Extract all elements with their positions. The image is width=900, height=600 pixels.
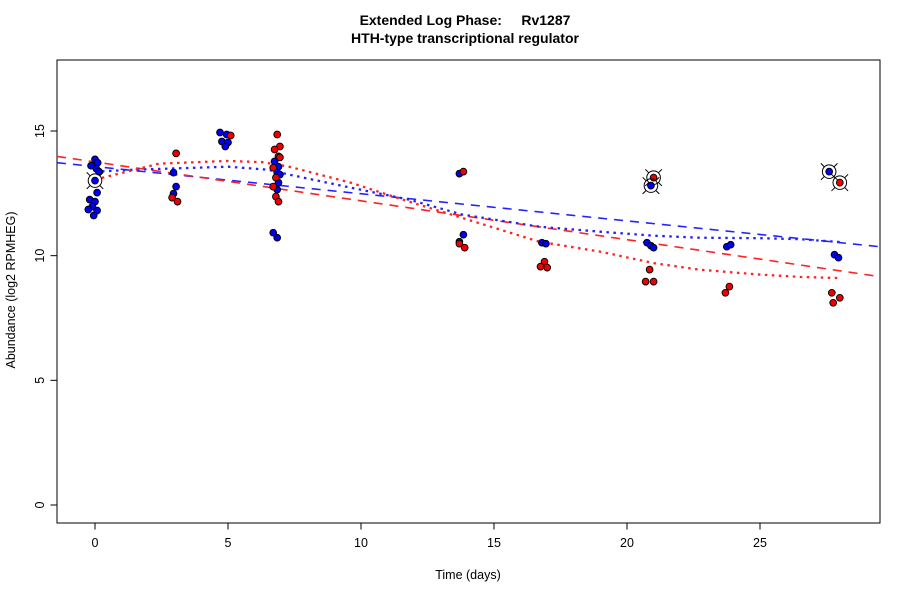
- blue-data-point: [216, 128, 224, 137]
- red-data-point: [173, 197, 182, 206]
- x-tick-label: 10: [354, 536, 368, 550]
- y-tick-label: 10: [33, 249, 47, 263]
- x-tick-label: 25: [753, 536, 767, 550]
- red-data-point: [269, 163, 278, 172]
- red-data-point: [649, 277, 658, 286]
- outlier-cross-tick-icon: [831, 187, 836, 192]
- chart-title: Extended Log Phase: Rv1287: [360, 12, 571, 28]
- red-data-point: [827, 288, 836, 297]
- blue-data-point: [169, 168, 178, 177]
- blue-data-point: [89, 211, 98, 220]
- outlier-ring-icon: [832, 175, 848, 190]
- red-data-point: [226, 131, 235, 140]
- red-data-point: [641, 277, 650, 286]
- y-tick-label: 0: [33, 501, 47, 508]
- outlier-cross-tick-icon: [86, 185, 91, 190]
- red-data-point: [270, 145, 279, 154]
- x-tick-label: 15: [487, 536, 501, 550]
- fit-lines: [56, 155, 880, 280]
- blue-linear-fit-line: [56, 161, 880, 248]
- y-axis-label: Abundance (log2 RPMHEG): [4, 211, 18, 368]
- blue-data-point: [269, 228, 278, 237]
- red-data-point: [172, 149, 180, 158]
- outlier-ring-icon: [87, 173, 103, 188]
- outlier-cross-tick-icon: [642, 190, 647, 195]
- outlier-data-point: [647, 181, 655, 190]
- blue-data-point: [649, 243, 658, 252]
- red-data-point: [273, 130, 282, 139]
- blue-data-point: [93, 188, 101, 197]
- outlier-cross-tick-icon: [644, 168, 650, 174]
- blue-smooth-fit-line: [94, 165, 840, 244]
- outlier-ring-icon: [643, 178, 659, 193]
- red-data-point: [455, 239, 464, 248]
- red-data-point: [829, 298, 838, 307]
- red-smooth-fit-line: [94, 159, 840, 280]
- red-data-point: [725, 282, 734, 291]
- red-data-point: [459, 167, 468, 176]
- red-data-point: [274, 197, 283, 206]
- blue-data-point: [726, 240, 735, 249]
- red-linear-fit-line: [56, 155, 880, 278]
- chart-subtitle: HTH-type transcriptional regulator: [351, 30, 579, 46]
- red-data-point: [536, 262, 545, 271]
- outlier-cross-tick-icon: [99, 185, 104, 190]
- red-data-point: [645, 265, 654, 274]
- blue-data-point: [459, 230, 468, 239]
- outlier-cross-tick-icon: [844, 187, 849, 192]
- data-points: [84, 128, 849, 307]
- outlier-cross-tick-icon: [844, 173, 849, 179]
- blue-data-point: [172, 182, 180, 191]
- red-data-point: [835, 293, 844, 302]
- x-axis-label: Time (days): [435, 568, 501, 582]
- outlier-cross-tick-icon: [86, 171, 91, 177]
- blue-data-point: [273, 233, 282, 242]
- y-tick-label: 5: [33, 377, 47, 384]
- x-tick-label: 5: [225, 536, 232, 550]
- red-data-point: [460, 243, 469, 252]
- red-data-point: [721, 288, 730, 297]
- outlier-cross-tick-icon: [833, 162, 838, 168]
- outlier-cross-tick-icon: [99, 171, 104, 177]
- red-data-point: [269, 182, 278, 191]
- blue-data-point: [221, 142, 230, 151]
- red-data-point: [276, 153, 284, 162]
- outlier-cross-tick-icon: [658, 168, 663, 174]
- axis-ticks: 0 5 10 15 20 25 0 5 10 15: [33, 124, 767, 550]
- red-data-point: [168, 193, 176, 202]
- outlier-cross-tick-icon: [831, 173, 836, 179]
- x-tick-label: 20: [620, 536, 634, 550]
- x-tick-label: 0: [92, 536, 99, 550]
- outlier-cross-tick-icon: [642, 176, 647, 182]
- red-data-point: [272, 173, 280, 182]
- blue-data-point: [84, 205, 93, 214]
- red-data-point: [543, 263, 552, 272]
- outlier-data-point: [825, 167, 834, 176]
- outlier-cross-tick-icon: [655, 190, 660, 195]
- outlier-data-point: [91, 176, 99, 185]
- outlier-cross-tick-icon: [655, 176, 660, 182]
- blue-data-point: [542, 239, 550, 248]
- outlier-cross-tick-icon: [658, 182, 663, 187]
- y-tick-label: 15: [33, 124, 47, 138]
- plot-box: [56, 59, 881, 524]
- outlier-ring-icon: [821, 164, 837, 179]
- outlier-cross-tick-icon: [820, 162, 825, 168]
- outlier-data-point: [835, 178, 844, 187]
- outlier-cross-tick-icon: [820, 176, 825, 181]
- blue-data-point: [834, 253, 843, 262]
